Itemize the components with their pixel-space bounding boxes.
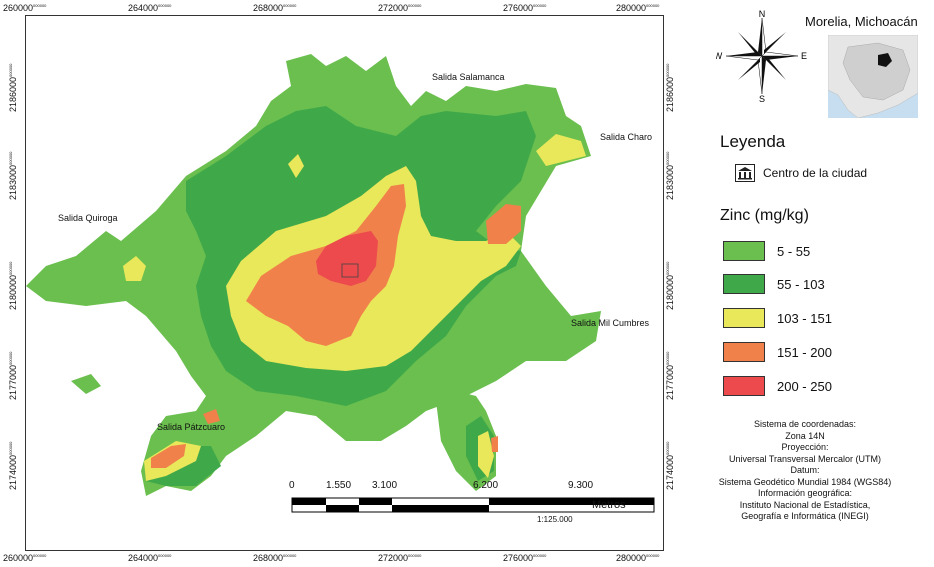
legend-swatch-1 xyxy=(723,241,765,261)
legend-label-1: 5 - 55 xyxy=(777,244,811,259)
top-tick-0: 260000000000 xyxy=(3,3,47,13)
zone-103-151-west xyxy=(123,256,146,281)
compass-rose-icon: N S W E xyxy=(714,9,808,104)
legend-label-5: 200 - 250 xyxy=(777,379,832,394)
legend-swatch-2 xyxy=(723,274,765,294)
legend-label-3: 103 - 151 xyxy=(777,311,832,326)
city-center-label: Centro de la ciudad xyxy=(763,166,868,180)
zone-151-200-s xyxy=(491,436,498,452)
compass-e: E xyxy=(801,51,807,61)
bottom-tick-4: 276000000000 xyxy=(503,553,547,563)
info-line-5: Datum: xyxy=(790,465,820,475)
legend-swatch-3 xyxy=(723,308,765,328)
zinc-legend-title: Zinc (mg/kg) xyxy=(720,207,809,224)
zone-151-200-ne xyxy=(486,204,521,244)
map-info: Sistema de coordenadas: Zona 14N Proyecc… xyxy=(700,419,910,523)
right-tick-2: 2180000000000 xyxy=(665,261,675,310)
top-tick-3: 272000000000 xyxy=(378,3,422,13)
zone-103-151-ne xyxy=(536,134,586,166)
top-tick-2: 268000000000 xyxy=(253,3,297,13)
zone-5-55-island xyxy=(71,374,101,394)
inset-title: Morelia, Michoacán xyxy=(805,14,918,29)
scale-bar xyxy=(291,497,655,513)
left-tick-4: 2174000000000 xyxy=(8,441,18,490)
left-tick-0: 2186000000000 xyxy=(8,63,18,112)
zinc-map xyxy=(26,54,655,513)
scalebar-unit: Metros xyxy=(592,499,626,511)
legend-swatch-5 xyxy=(723,376,765,396)
place-salamanca: Salida Salamanca xyxy=(432,72,505,82)
left-tick-2: 2180000000000 xyxy=(8,261,18,310)
legend-title: Leyenda xyxy=(720,132,786,151)
zone-103-151-north xyxy=(288,154,304,178)
top-tick-1: 264000000000 xyxy=(128,3,172,13)
left-tick-3: 2177000000000 xyxy=(8,351,18,400)
place-quiroga: Salida Quiroga xyxy=(58,213,118,223)
legend-label-4: 151 - 200 xyxy=(777,345,832,360)
right-tick-1: 2183000000000 xyxy=(665,151,675,200)
compass-w: W xyxy=(716,51,723,61)
info-line-6: Sistema Geodético Mundial 1984 (WGS84) xyxy=(718,476,892,487)
scale-ratio: 1:125.000 xyxy=(537,515,573,524)
left-tick-1: 2183000000000 xyxy=(8,151,18,200)
zone-151-200-sw2 xyxy=(203,409,220,424)
city-center-marker xyxy=(341,263,359,278)
zone-103-151-south xyxy=(478,431,494,478)
zone-151-200-sw xyxy=(151,444,186,468)
place-charo: Salida Charo xyxy=(600,132,653,142)
scalebar-label-2: 3.100 xyxy=(372,480,398,491)
right-tick-0: 2186000000000 xyxy=(665,63,675,112)
compass-s: S xyxy=(759,94,765,102)
scalebar-label-3: 6.200 xyxy=(473,480,499,491)
place-patzcuaro: Salida Pátzcuaro xyxy=(157,422,226,432)
legend-label-2: 55 - 103 xyxy=(777,277,825,292)
info-line-2: Zona 14N xyxy=(785,430,825,441)
scalebar-label-4: 9.300 xyxy=(568,480,594,491)
bottom-tick-5: 280000000000 xyxy=(616,553,660,563)
bottom-tick-3: 272000000000 xyxy=(378,553,422,563)
info-line-8: Instituto Nacional de Estadística, xyxy=(739,499,871,510)
inset-map xyxy=(828,35,918,118)
info-line-3: Proyección: xyxy=(781,442,829,452)
bottom-tick-2: 268000000000 xyxy=(253,553,297,563)
info-line-4: Universal Transversal Mercalor (UTM) xyxy=(728,453,882,464)
legend-swatch-4 xyxy=(723,342,765,362)
top-tick-4: 276000000000 xyxy=(503,3,547,13)
map-frame xyxy=(25,15,664,551)
compass-n: N xyxy=(759,10,766,19)
info-line-7: Información geográfica: xyxy=(757,488,853,498)
info-line-1: Sistema de coordenadas: xyxy=(753,419,857,429)
top-tick-5: 280000000000 xyxy=(616,3,660,13)
place-mil-cumbres: Salida Mil Cumbres xyxy=(571,318,650,328)
info-line-9: Geografía e Informática (INEGI) xyxy=(741,511,869,521)
scalebar-label-0: 0 xyxy=(289,480,295,491)
bottom-tick-0: 260000000000 xyxy=(3,553,47,563)
bottom-tick-1: 264000000000 xyxy=(128,553,172,563)
right-tick-4: 2174000000000 xyxy=(665,441,675,490)
city-center-icon xyxy=(735,164,755,182)
scalebar-label-1: 1.550 xyxy=(326,480,352,491)
right-tick-3: 2177000000000 xyxy=(665,351,675,400)
zone-200-250 xyxy=(316,231,378,286)
